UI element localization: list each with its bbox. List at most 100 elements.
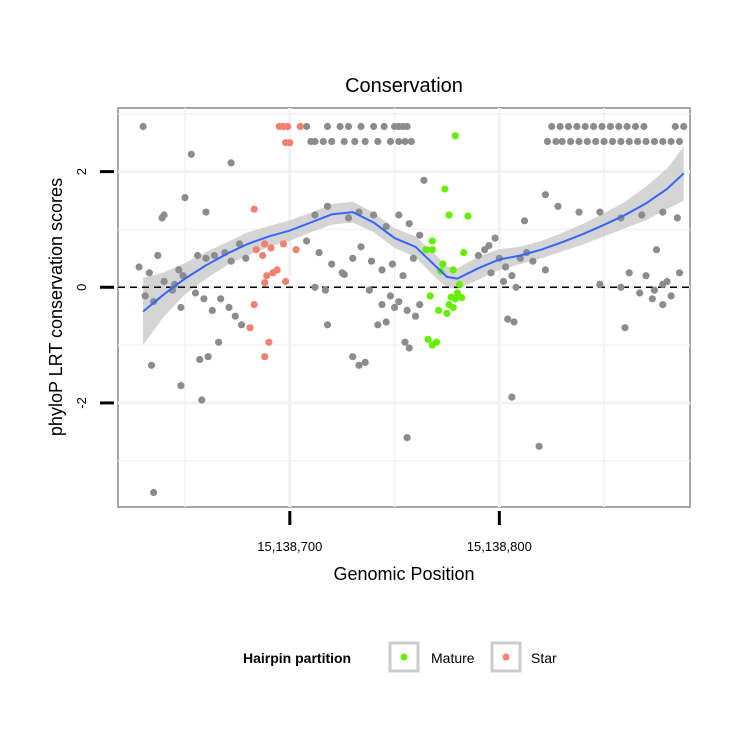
- point-other: [543, 137, 552, 146]
- point-other: [177, 382, 185, 390]
- point-star: [284, 122, 292, 131]
- point-other: [659, 208, 667, 216]
- point-other: [416, 301, 424, 309]
- point-other: [147, 361, 156, 369]
- point-other: [541, 266, 550, 274]
- point-other: [634, 137, 642, 146]
- point-other: [210, 251, 218, 260]
- axes: -2 0 2 15,138,700 15,138,800: [74, 168, 532, 554]
- point-other: [361, 137, 369, 146]
- point-other: [395, 137, 403, 146]
- point-other: [564, 122, 573, 131]
- point-other: [487, 269, 495, 277]
- point-star: [269, 269, 277, 277]
- point-other: [227, 257, 235, 265]
- point-other: [401, 338, 409, 346]
- point-other: [323, 122, 332, 131]
- point-other: [349, 353, 357, 361]
- point-star: [292, 246, 300, 254]
- point-other: [615, 122, 623, 131]
- point-other: [181, 194, 189, 202]
- point-other: [187, 150, 195, 158]
- point-other: [401, 137, 409, 146]
- point-other: [596, 280, 604, 288]
- point-other: [667, 137, 675, 146]
- point-other: [680, 122, 688, 131]
- point-other: [508, 272, 516, 280]
- point-mature: [458, 294, 466, 302]
- point-other: [420, 176, 428, 184]
- point-other: [365, 286, 373, 294]
- point-other: [386, 137, 394, 146]
- point-other: [548, 122, 556, 131]
- point-mature: [453, 289, 461, 297]
- point-other: [323, 202, 332, 210]
- point-mature: [451, 132, 459, 140]
- y-tick-label: 0: [74, 284, 89, 291]
- point-other: [357, 122, 365, 131]
- point-other: [512, 283, 520, 291]
- point-other: [336, 122, 344, 131]
- point-other: [640, 122, 648, 131]
- point-mature: [428, 237, 436, 245]
- point-other: [323, 321, 332, 329]
- point-other: [382, 222, 390, 231]
- point-other: [642, 137, 650, 146]
- point-other: [567, 137, 575, 146]
- point-other: [502, 263, 510, 271]
- point-other: [370, 211, 378, 219]
- point-other: [367, 257, 376, 265]
- point-other: [621, 324, 629, 332]
- point-other: [659, 301, 667, 309]
- point-other: [491, 234, 499, 242]
- point-other: [217, 295, 225, 303]
- point-other: [403, 122, 411, 131]
- point-other: [625, 137, 633, 146]
- point-other: [409, 254, 417, 262]
- point-other: [541, 191, 550, 199]
- point-other: [623, 122, 631, 131]
- point-other: [215, 338, 223, 346]
- point-other: [238, 321, 246, 329]
- point-other: [474, 251, 482, 260]
- point-other: [177, 303, 185, 312]
- legend: Hairpin partition Mature Star: [243, 641, 557, 673]
- point-other: [575, 137, 583, 146]
- point-other: [650, 137, 659, 146]
- y-axis-label: phyloP LRT conservation scores: [46, 178, 66, 436]
- point-other: [196, 355, 204, 364]
- point-mature: [445, 211, 453, 219]
- point-other: [357, 243, 365, 251]
- point-other: [667, 292, 675, 300]
- point-other: [395, 211, 403, 219]
- point-other: [150, 488, 158, 497]
- point-star: [250, 205, 258, 213]
- point-other: [596, 208, 604, 216]
- point-star: [263, 272, 271, 280]
- point-star: [261, 240, 269, 248]
- point-other: [411, 312, 420, 320]
- point-mature: [435, 306, 443, 314]
- point-mature: [428, 341, 436, 349]
- point-other: [558, 137, 566, 146]
- point-other: [636, 289, 644, 297]
- point-other: [642, 272, 650, 280]
- point-mature: [443, 309, 451, 317]
- point-other: [405, 344, 413, 352]
- point-other: [625, 269, 633, 277]
- point-star: [296, 122, 304, 131]
- y-tick-label: 2: [74, 168, 89, 175]
- point-other: [581, 122, 589, 131]
- point-other: [573, 122, 581, 131]
- point-other: [307, 137, 315, 146]
- legend-title: Hairpin partition: [243, 650, 351, 666]
- point-other: [204, 353, 212, 361]
- point-other: [617, 137, 625, 146]
- point-other: [145, 269, 153, 277]
- point-mature: [455, 280, 464, 288]
- point-other: [403, 306, 411, 314]
- chart-title: Conservation: [345, 75, 463, 97]
- point-other: [504, 315, 512, 323]
- point-mature: [428, 246, 436, 254]
